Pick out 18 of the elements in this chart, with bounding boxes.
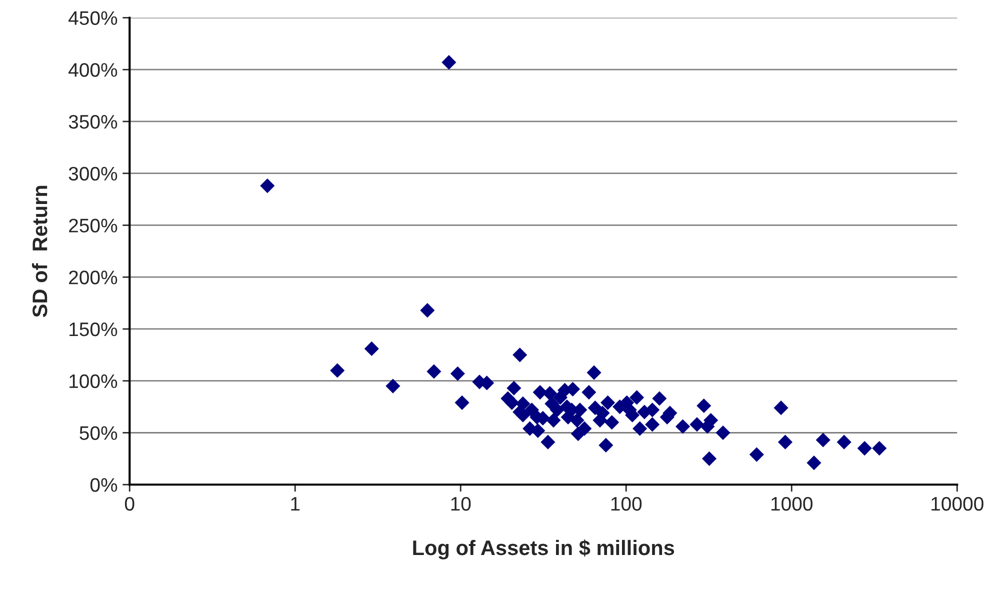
y-tick-label: 350%: [68, 114, 118, 129]
x-tick-label: 10000: [932, 496, 984, 511]
x-tick-label: 1000: [771, 496, 812, 511]
y-tick-label: 200%: [69, 270, 118, 284]
y-tick-label: 300%: [68, 166, 118, 181]
y-axis-title: SD of Return: [32, 186, 48, 318]
x-tick-label: 10: [451, 496, 471, 511]
x-tick-label: 1: [291, 497, 300, 511]
y-tick-label: 0%: [90, 478, 118, 492]
y-tick-label: 450%: [68, 11, 118, 25]
x-tick-label: 0: [124, 496, 134, 511]
x-axis-title: Log of Assets in $ millions: [413, 540, 674, 560]
y-tick-label: 400%: [68, 63, 118, 77]
y-tick-label: 250%: [69, 218, 118, 232]
x-tick-label: 100: [611, 496, 642, 511]
y-tick-label: 100%: [70, 374, 118, 388]
y-tick-label: 150%: [70, 322, 118, 336]
y-tick-label: 50%: [80, 426, 118, 440]
